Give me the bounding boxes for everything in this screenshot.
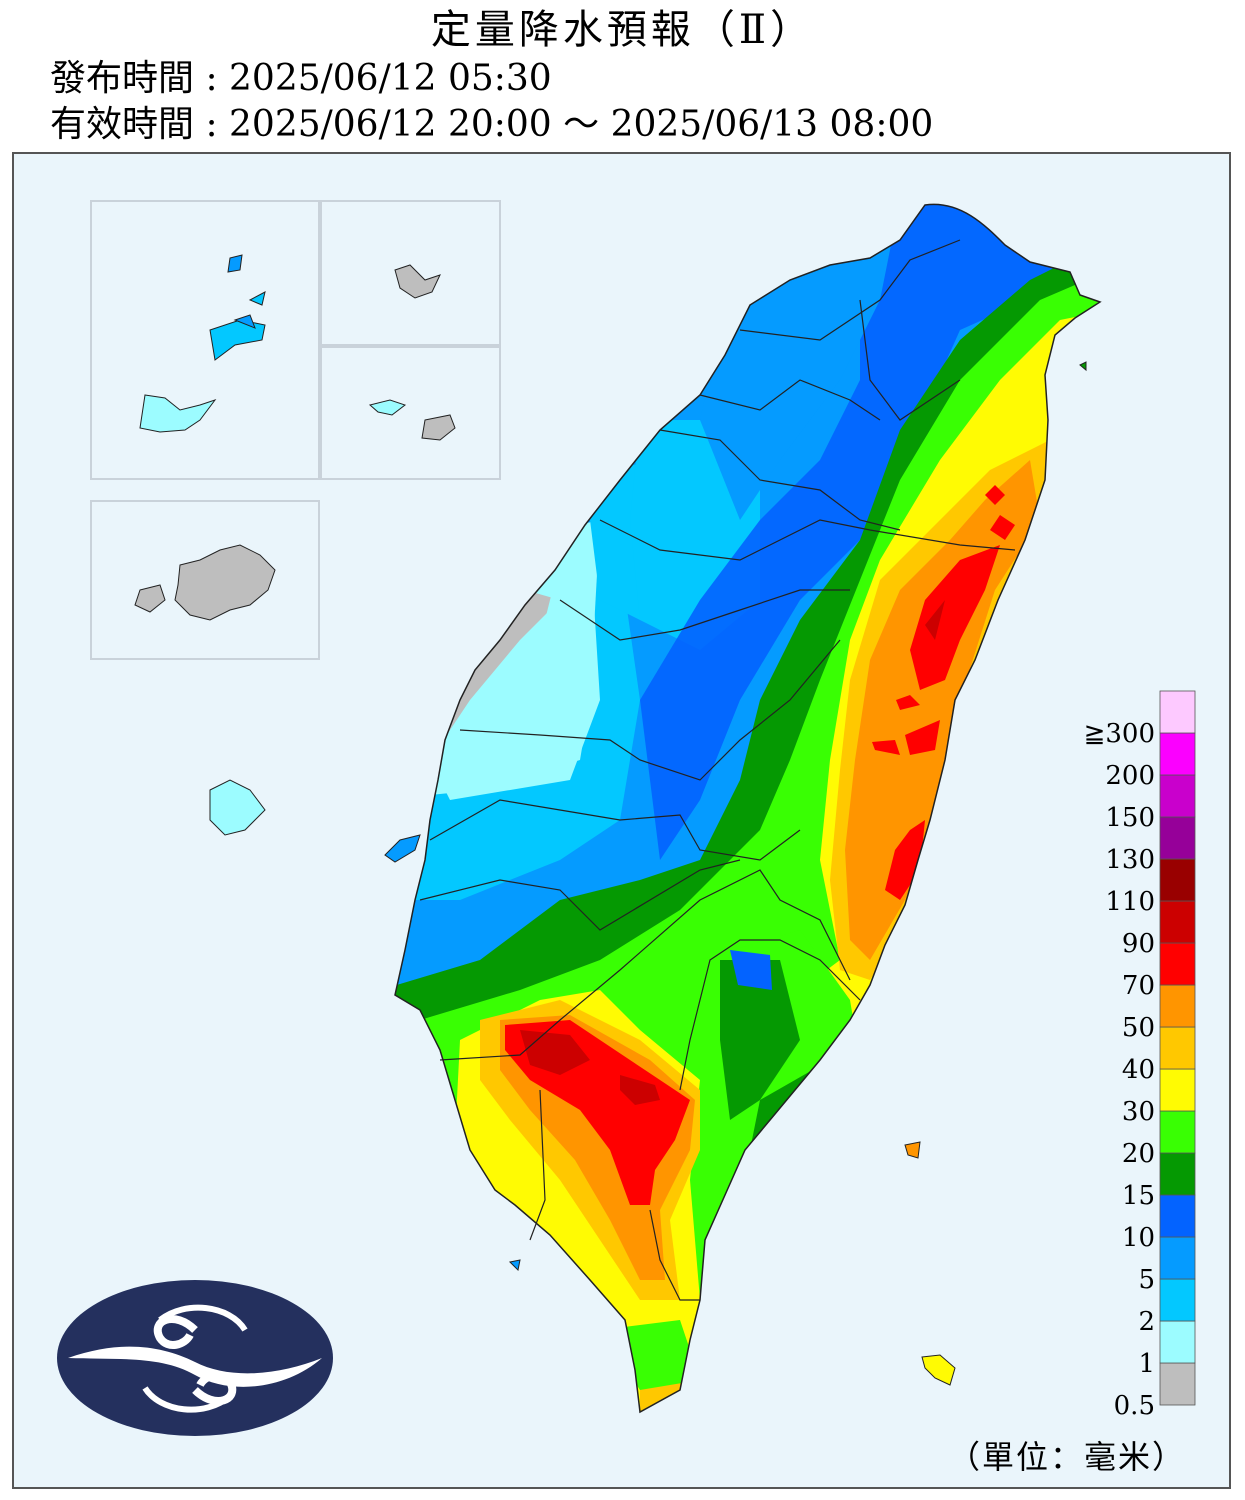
legend-label: 0.5 (1113, 1391, 1155, 1421)
legend-label: 150 (1105, 803, 1155, 833)
legend-label: 130 (1105, 845, 1155, 875)
legend-swatch (1159, 900, 1196, 944)
legend-swatch (1159, 690, 1196, 734)
legend-label: 20 (1121, 1139, 1155, 1169)
valid-time: 有效時間 : 2025/06/12 20:00 ～ 2025/06/13 08:… (50, 104, 934, 145)
legend-swatch (1159, 816, 1196, 860)
county-borders (419, 239, 1016, 1301)
legend-swatch (1159, 1278, 1196, 1322)
inset-kinmen (320, 200, 501, 346)
inset-matsu-north (90, 500, 320, 660)
legend-label: 200 (1105, 761, 1155, 791)
legend-label: 10 (1121, 1223, 1155, 1253)
legend-swatch (1159, 1110, 1196, 1154)
legend-label: 30 (1121, 1097, 1155, 1127)
cwa-logo-icon (57, 1280, 333, 1436)
legend-label: ≧300 (1083, 719, 1155, 749)
legend-label: 90 (1121, 929, 1155, 959)
legend-label: 40 (1121, 1055, 1155, 1085)
legend-label: 5 (1138, 1265, 1155, 1295)
legend-swatch (1159, 1194, 1196, 1238)
legend-swatch (1159, 1236, 1196, 1280)
legend-swatch (1159, 774, 1196, 818)
inset-penghu (90, 200, 320, 480)
legend-label: 50 (1121, 1013, 1155, 1043)
legend-unit: （單位：毫米） (948, 1438, 1187, 1476)
page-title: 定量降水預報（Ⅱ） (430, 7, 815, 53)
legend-swatch (1159, 732, 1196, 776)
legend-bar (1159, 690, 1196, 1406)
legend-swatch (1159, 1362, 1196, 1406)
legend-swatch (1159, 942, 1196, 986)
legend-label: 70 (1121, 971, 1155, 1001)
legend-swatch (1159, 1320, 1196, 1364)
legend-swatch (1159, 984, 1196, 1028)
legend-label: 110 (1105, 887, 1155, 917)
legend-swatch (1159, 1026, 1196, 1070)
legend-swatch (1159, 1068, 1196, 1112)
inset-islands (134, 254, 1087, 1386)
legend-label: 2 (1138, 1307, 1155, 1337)
legend-label: 1 (1138, 1349, 1155, 1379)
legend-label: 15 (1121, 1181, 1155, 1211)
inset-matsu-south (320, 346, 501, 480)
issue-time: 發布時間 : 2025/06/12 05:30 (50, 58, 552, 99)
legend-swatch (1159, 858, 1196, 902)
taiwan-rainfall (395, 204, 1100, 1412)
legend-swatch (1159, 1152, 1196, 1196)
